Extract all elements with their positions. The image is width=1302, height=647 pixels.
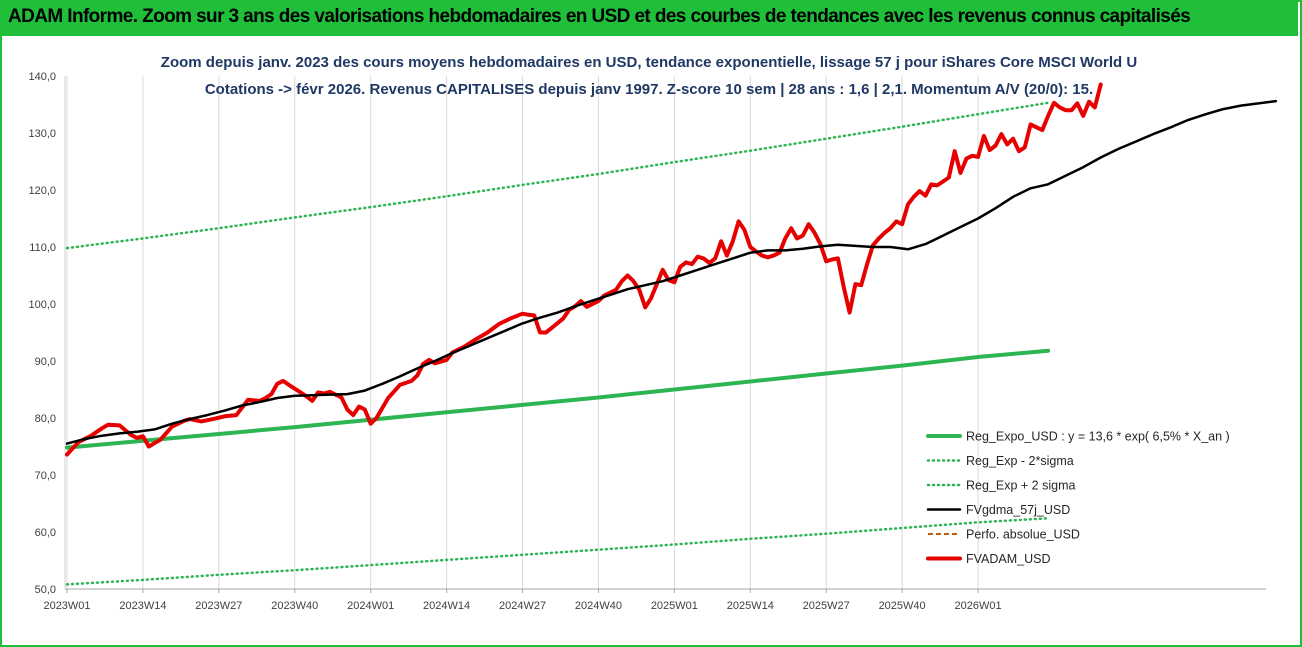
x-tick-label: 2026W01 bbox=[954, 600, 1001, 612]
y-tick-label: 60,0 bbox=[35, 527, 56, 539]
x-tick-label: 2023W01 bbox=[43, 600, 90, 612]
y-tick-label: 110,0 bbox=[29, 242, 56, 254]
y-tick-label: 80,0 bbox=[35, 413, 56, 425]
chart-title: Zoom depuis janv. 2023 des cours moyens … bbox=[161, 54, 1137, 98]
y-tick-label: 100,0 bbox=[28, 299, 56, 311]
y-tick-label: 130,0 bbox=[28, 128, 56, 140]
x-tick-label: 2024W01 bbox=[347, 600, 394, 612]
x-tick-label: 2025W14 bbox=[727, 600, 774, 612]
axes: 2023W01 2023W14 2023W27 2023W40 2024W01 2024W… bbox=[28, 71, 1266, 612]
x-tick-label: 2025W27 bbox=[803, 600, 850, 612]
x-tick-label: 2024W40 bbox=[575, 600, 622, 612]
legend-label: FVgdma_57j_USD bbox=[966, 503, 1070, 517]
legend-label: Perfo. absolue_USD bbox=[966, 528, 1080, 542]
series-line-3 bbox=[65, 99, 1278, 445]
chart-title-line-1: Zoom depuis janv. 2023 des cours moyens … bbox=[161, 54, 1137, 71]
series-line-1 bbox=[65, 517, 1050, 586]
x-tick-label: 2023W14 bbox=[119, 600, 166, 612]
x-tick-label: 2025W01 bbox=[651, 600, 698, 612]
banner-title: ADAM Informe. Zoom sur 3 ans des valoris… bbox=[8, 6, 1191, 27]
y-tick-label: 50,0 bbox=[35, 584, 56, 596]
y-tick-label: 120,0 bbox=[28, 185, 56, 197]
legend-label: FVADAM_USD bbox=[966, 552, 1051, 566]
x-tick-label: 2024W27 bbox=[499, 600, 546, 612]
x-tick-label: 2024W14 bbox=[423, 600, 470, 612]
y-tick-label: 70,0 bbox=[35, 470, 56, 482]
x-tick-label: 2023W27 bbox=[195, 600, 242, 612]
chart-title-line-2: Cotations -> févr 2026. Revenus CAPITALI… bbox=[205, 81, 1093, 98]
legend-label: Reg_Exp - 2*sigma bbox=[966, 454, 1074, 468]
legend-label: Reg_Expo_USD : y = 13,6 * exp( 6,5% * X_… bbox=[966, 430, 1230, 444]
series-lines bbox=[65, 82, 1278, 586]
x-tick-label: 2023W40 bbox=[271, 600, 318, 612]
series-line-2 bbox=[65, 101, 1050, 250]
gridlines bbox=[66, 76, 979, 589]
legend-label: Reg_Exp + 2 sigma bbox=[966, 479, 1075, 493]
y-tick-label: 90,0 bbox=[35, 356, 56, 368]
legend: Reg_Expo_USD : y = 13,6 * exp( 6,5% * X_… bbox=[926, 430, 1230, 566]
y-tick-label: 140,0 bbox=[28, 71, 56, 83]
x-tick-label: 2025W40 bbox=[879, 600, 926, 612]
report-banner: ADAM Informe. Zoom sur 3 ans des valoris… bbox=[0, 0, 1298, 36]
series-line-0 bbox=[65, 348, 1051, 450]
